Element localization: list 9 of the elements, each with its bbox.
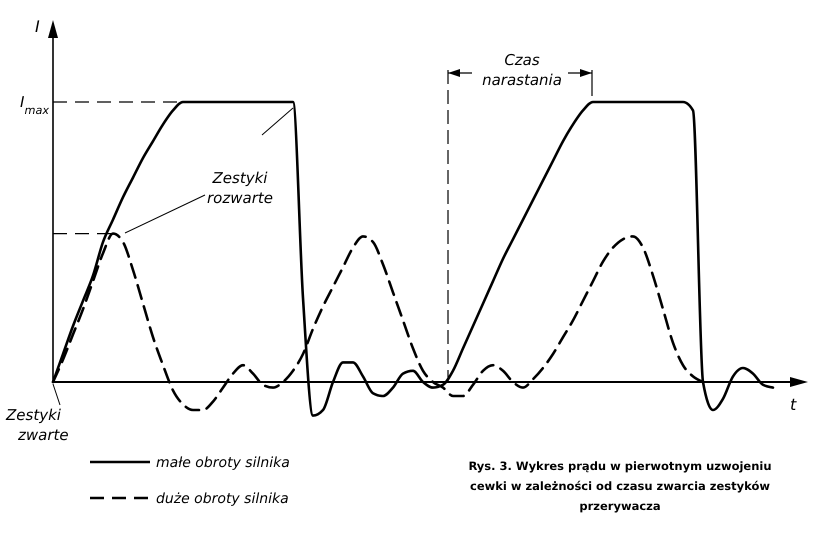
y-axis-title: I [35,17,40,36]
annotation: Zestyki zwarte [5,406,69,444]
x-axis-title: t [790,395,797,414]
text: Czas narastania [482,51,562,89]
text: Rys. 3. Wykres prądu w pierwotnym uzwojeniu cewki w zależności od czasu zwarcia zestyków przerywacza [468,459,772,513]
annotation: Zestyki rozwarte [207,169,273,207]
ref-line-label: I$_{max}$ [20,93,50,116]
legend-label: duże obroty silnika [156,491,289,507]
legend-label: małe obroty silnika [156,455,290,471]
